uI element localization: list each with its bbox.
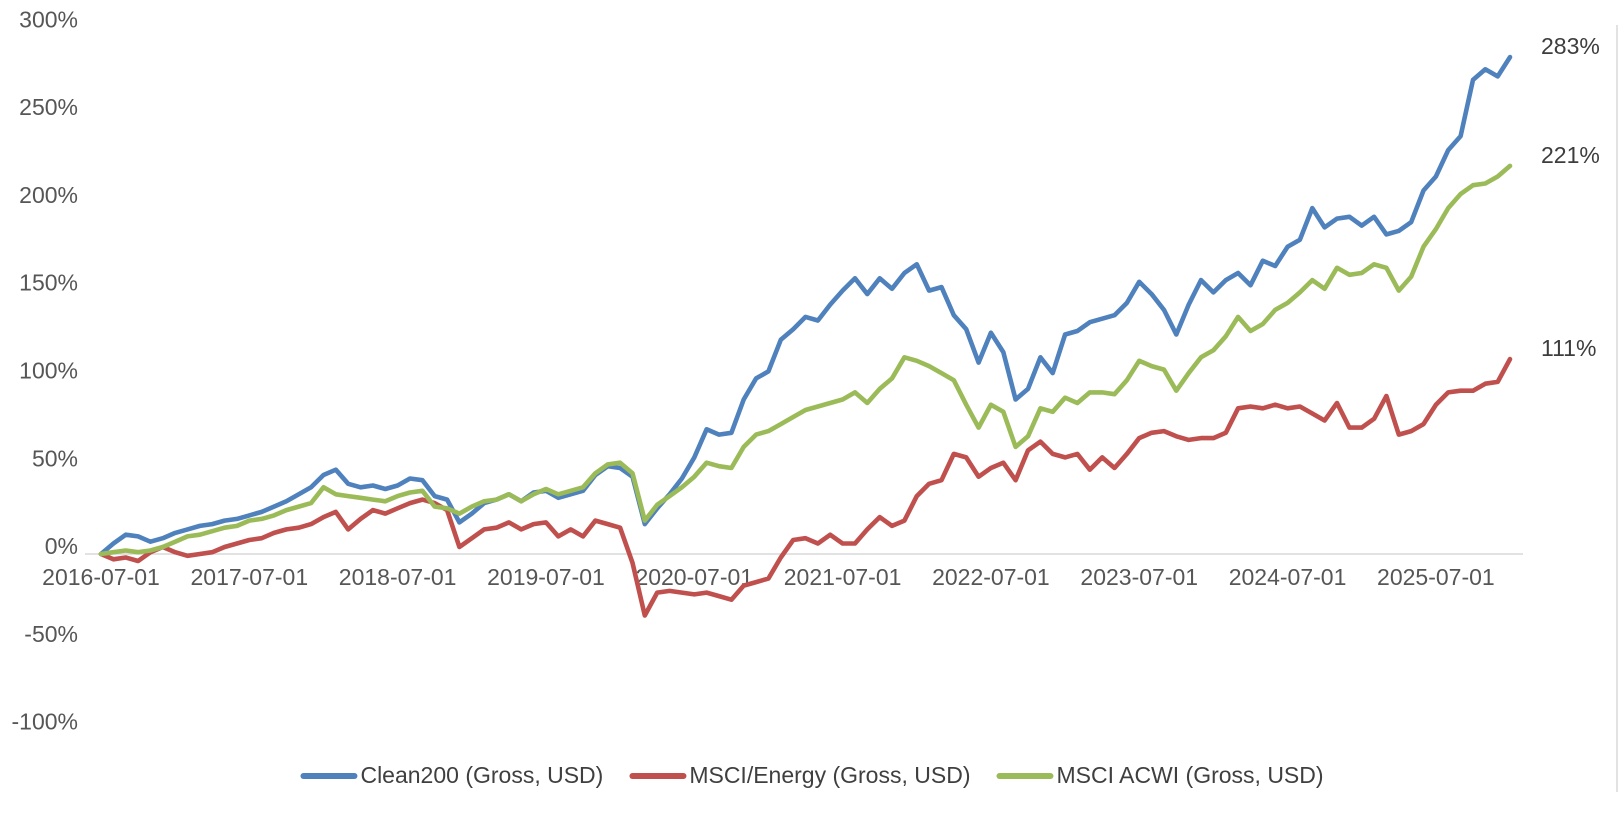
legend-label-clean200: Clean200 (Gross, USD) xyxy=(360,762,604,788)
y-tick-100%: 100% xyxy=(19,357,78,383)
series-lines xyxy=(98,54,1513,618)
x-tick-2025-07-01: 2025-07-01 xyxy=(1377,564,1495,590)
series-line-msci-energy xyxy=(98,356,1513,618)
legend-item-clean200: Clean200 (Gross, USD) xyxy=(300,762,603,789)
end-label-msci-energy: 111% xyxy=(1541,335,1596,361)
x-tick-2022-07-01: 2022-07-01 xyxy=(932,564,1050,590)
x-tick-2017-07-01: 2017-07-01 xyxy=(190,564,308,590)
chart-legend: Clean200 (Gross, USD) MSCI/Energy (Gross… xyxy=(300,762,1324,789)
y-axis-tick-labels: 300% 250% 200% 150% 100% 50% 0% -50% -100% xyxy=(12,6,78,734)
x-tick-2020-07-01: 2020-07-01 xyxy=(635,564,753,590)
legend-label-msci-energy: MSCI/Energy (Gross, USD) xyxy=(689,762,971,788)
x-tick-2016-07-01: 2016-07-01 xyxy=(42,564,160,590)
y-tick--100%: -100% xyxy=(12,709,78,735)
legend-item-msci-acwi: MSCI ACWI (Gross, USD) xyxy=(996,762,1324,789)
msci-energy-line-swatch-icon xyxy=(629,772,687,779)
x-axis-tick-labels: 2016-07-01 2017-07-01 2018-07-01 2019-07-01… xyxy=(42,564,1495,590)
y-tick--50%: -50% xyxy=(24,621,78,647)
msci-acwi-line-swatch-icon xyxy=(996,772,1054,779)
y-tick-200%: 200% xyxy=(19,182,78,208)
x-tick-2019-07-01: 2019-07-01 xyxy=(487,564,605,590)
y-tick-250%: 250% xyxy=(19,94,78,120)
end-label-msci-acwi: 221% xyxy=(1541,142,1600,168)
x-tick-2021-07-01: 2021-07-01 xyxy=(784,564,902,590)
x-tick-2023-07-01: 2023-07-01 xyxy=(1080,564,1198,590)
y-tick-150%: 150% xyxy=(19,270,78,296)
clean200-line-swatch-icon xyxy=(300,772,358,779)
series-line-msci-acwi xyxy=(98,163,1513,557)
legend-item-msci-energy: MSCI/Energy (Gross, USD) xyxy=(629,762,970,789)
series-end-value-labels: 283% 111% 221% xyxy=(1541,33,1600,361)
y-tick-300%: 300% xyxy=(19,6,78,32)
series-line-clean200 xyxy=(98,54,1513,557)
legend-label-msci-acwi: MSCI ACWI (Gross, USD) xyxy=(1056,762,1324,788)
y-tick-0%: 0% xyxy=(45,533,78,559)
x-tick-2024-07-01: 2024-07-01 xyxy=(1229,564,1347,590)
x-tick-2018-07-01: 2018-07-01 xyxy=(339,564,457,590)
y-tick-50%: 50% xyxy=(32,445,78,471)
end-label-clean200: 283% xyxy=(1541,33,1600,59)
